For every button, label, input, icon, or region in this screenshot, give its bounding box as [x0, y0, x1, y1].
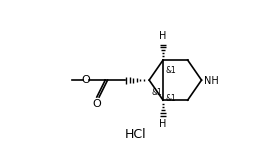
- Text: HCl: HCl: [125, 127, 146, 140]
- Text: &1: &1: [165, 94, 176, 103]
- Text: &1: &1: [165, 66, 176, 75]
- Text: O: O: [92, 99, 101, 109]
- Text: H: H: [159, 31, 167, 41]
- Text: O: O: [82, 75, 90, 85]
- Text: &1: &1: [152, 88, 162, 97]
- Text: NH: NH: [204, 76, 219, 86]
- Text: H: H: [159, 119, 167, 129]
